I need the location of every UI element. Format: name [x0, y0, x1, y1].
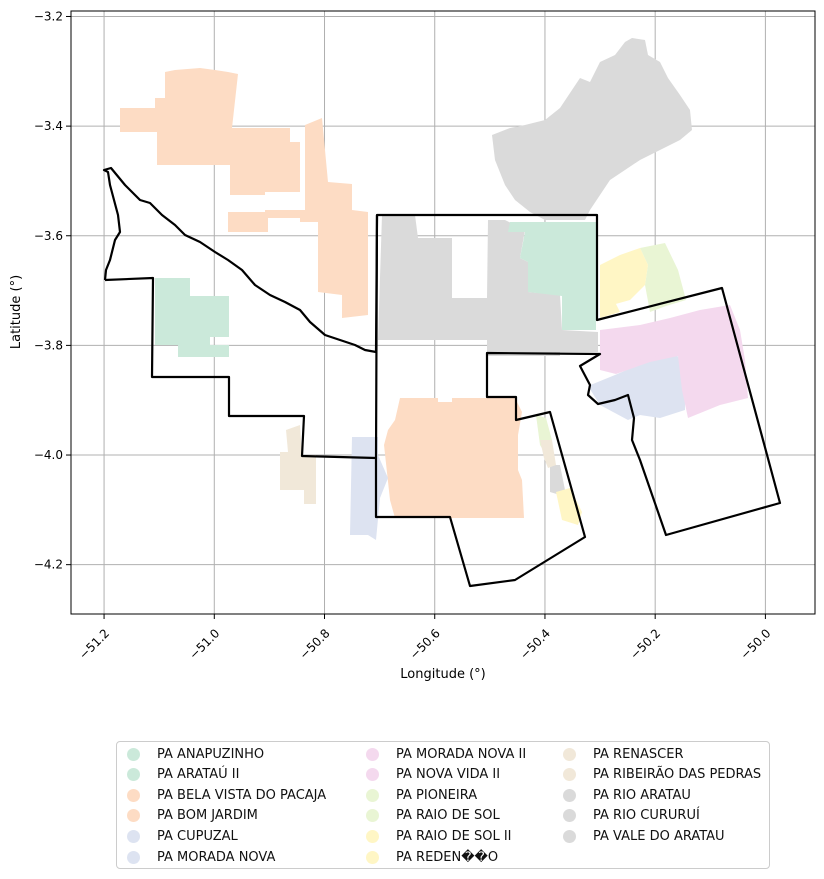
y-tick-label: −4.0	[34, 448, 63, 462]
legend-marker	[366, 768, 379, 782]
y-tick-label: −4.2	[34, 558, 63, 572]
legend-marker	[563, 747, 576, 761]
polygon-morada-nova-ii	[600, 305, 748, 418]
x-tick-label: −51.0	[187, 626, 223, 662]
legend-marker	[366, 747, 379, 761]
x-tick-label: −50.4	[517, 626, 553, 662]
legend-label: PA REDEN��O	[396, 849, 499, 865]
polygon-aratau-ii	[508, 222, 596, 330]
legend-item: PA RIO ARATAU	[563, 785, 691, 805]
legend-label: PA MORADA NOVA II	[396, 746, 527, 762]
legend-item: PA MORADA NOVA	[127, 847, 275, 867]
legend-item: PA RIBEIRÃO DAS PEDRAS	[563, 765, 761, 785]
legend-label: PA BELA VISTA DO PACAJA	[157, 787, 327, 803]
polygon-rio-aratau	[378, 215, 598, 356]
legend-label: PA BOM JARDIM	[157, 808, 258, 824]
legend-label: PA RIO CURURUÍ	[593, 808, 700, 824]
legend-item: PA REDEN��O	[366, 847, 498, 867]
legend-item: PA ARATAÚ II	[127, 765, 239, 785]
polygon-raio-de-sol-ii	[600, 248, 648, 305]
legend-label: PA PIONEIRA	[396, 787, 478, 803]
x-tick-label: −51.2	[76, 626, 112, 662]
legend-marker	[127, 850, 140, 864]
legend-marker	[563, 768, 576, 782]
polygon-morada-nova	[588, 352, 685, 420]
legend-item: PA CUPUZAL	[127, 826, 238, 846]
legend-marker	[127, 747, 140, 761]
outline-west	[104, 213, 782, 588]
x-tick-label: −50.0	[738, 626, 774, 662]
legend-item: PA ANAPUZINHO	[127, 744, 264, 764]
legend-label: PA ANAPUZINHO	[157, 746, 265, 762]
polygon-anapuzinho	[155, 278, 229, 357]
polygon-vale-do-aratau	[492, 38, 692, 220]
legend-label: PA RENASCER	[593, 746, 684, 762]
outline-northwest	[102, 166, 379, 354]
legend-item: PA RIO CURURUÍ	[563, 806, 700, 826]
legend-marker	[127, 829, 140, 843]
legend-label: PA RAIO DE SOL II	[396, 828, 512, 844]
legend-item: PA BOM JARDIM	[127, 806, 258, 826]
x-tick-label: −50.6	[407, 626, 443, 662]
x-axis-ticks: −51.2 −51.0 −50.8 −50.6 −50.4 −50.2 −50.0	[76, 614, 774, 662]
polygon-renascer	[280, 425, 316, 504]
legend-marker	[366, 809, 379, 823]
polygon-cupuzal	[350, 437, 388, 540]
y-tick-label: −3.8	[34, 338, 63, 352]
legend-item: PA MORADA NOVA II	[366, 744, 526, 764]
legend-label: PA RAIO DE SOL	[396, 808, 500, 824]
legend-marker	[366, 788, 379, 802]
legend-marker	[127, 768, 140, 782]
legend-label: PA CUPUZAL	[157, 828, 238, 844]
legend-label: PA ARATAÚ II	[157, 767, 240, 783]
legend-label: PA RIO ARATAU	[593, 787, 691, 803]
y-tick-label: −3.2	[34, 9, 63, 23]
legend-marker	[127, 809, 140, 823]
polygon-redencao	[556, 488, 582, 525]
y-tick-label: −3.4	[34, 119, 63, 133]
y-axis-ticks: −3.2 −3.4 −3.6 −3.8 −4.0 −4.2	[34, 9, 71, 572]
legend-label: PA NOVA VIDA II	[396, 767, 501, 783]
x-axis-label: Longitude (°)	[400, 667, 485, 682]
plot-frame	[70, 10, 816, 615]
y-axis-label: Latitude (°)	[9, 275, 24, 349]
legend-marker	[127, 788, 140, 802]
legend-label: PA RIBEIRÃO DAS PEDRAS	[593, 767, 762, 783]
legend-marker	[366, 850, 379, 864]
municipality-outlines	[102, 166, 782, 588]
polygon-raio-de-sol	[640, 243, 686, 312]
polygon-bela-vista-do-pacaja	[120, 68, 368, 318]
polygon-ribeirao-das-pedras	[540, 440, 556, 468]
polygon-nova-vida-ii	[600, 340, 660, 370]
polygon-redencao-small	[600, 298, 620, 318]
legend-item: PA BELA VISTA DO PACAJA	[127, 785, 326, 805]
settlement-polygons	[120, 38, 748, 540]
legend-marker	[563, 829, 576, 843]
legend-item: PA PIONEIRA	[366, 785, 477, 805]
polygon-rio-cururui	[550, 465, 565, 495]
legend-item: PA RENASCER	[563, 744, 683, 764]
legend: PA ANAPUZINHO PA ARATAÚ II PA BELA VISTA D…	[116, 741, 770, 869]
legend-marker	[563, 809, 576, 823]
legend-label: PA MORADA NOVA	[157, 849, 276, 865]
legend-item: PA RAIO DE SOL II	[366, 826, 512, 846]
x-tick-label: −50.2	[627, 626, 663, 662]
legend-item: PA NOVA VIDA II	[366, 765, 500, 785]
legend-marker	[366, 829, 379, 843]
legend-item: PA VALE DO ARATAU	[563, 826, 725, 846]
polygon-bom-jardim	[384, 398, 524, 518]
y-tick-label: −3.6	[34, 229, 63, 243]
legend-item: PA RAIO DE SOL	[366, 806, 500, 826]
x-tick-label: −50.8	[297, 626, 333, 662]
legend-label: PA VALE DO ARATAU	[593, 828, 725, 844]
legend-marker	[563, 788, 576, 802]
